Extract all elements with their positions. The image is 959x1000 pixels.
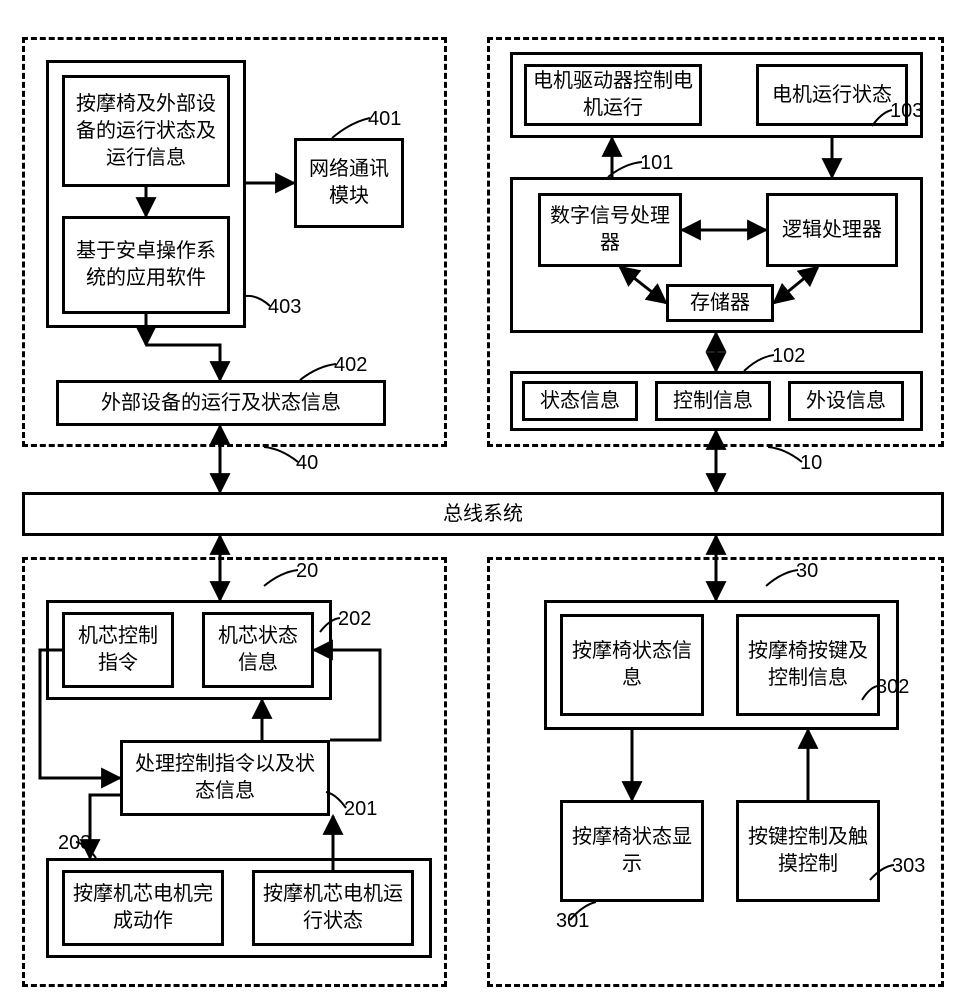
label-301: 301: [556, 910, 589, 933]
label-103: 103: [890, 100, 923, 123]
tl-status-info: 按摩椅及外部设备的运行状态及运行信息: [62, 75, 230, 187]
label-102: 102: [772, 345, 805, 368]
label-203: 203: [58, 832, 91, 855]
label-40: 40: [296, 452, 318, 475]
bus-system: 总线系统: [22, 492, 944, 536]
label-30: 30: [796, 560, 818, 583]
bl-core-cmd: 机芯控制指令: [62, 612, 174, 688]
tl-android-app: 基于安卓操作系统的应用软件: [62, 216, 230, 314]
label-201: 201: [344, 798, 377, 821]
br-chair-state: 按摩椅状态信息: [560, 614, 704, 716]
tr-mem: 存储器: [666, 284, 774, 322]
tr-motor-drv: 电机驱动器控制电机运行: [524, 64, 702, 126]
label-20: 20: [296, 560, 318, 583]
br-display: 按摩椅状态显示: [560, 800, 704, 902]
bl-motor-run: 按摩机芯电机运行状态: [252, 870, 414, 946]
label-402: 402: [334, 354, 367, 377]
label-202: 202: [338, 608, 371, 631]
label-303: 303: [892, 855, 925, 878]
bl-core-state: 机芯状态信息: [202, 612, 314, 688]
tr-ctrl-info: 控制信息: [655, 381, 771, 421]
tr-motor-state: 电机运行状态: [756, 64, 908, 126]
label-10: 10: [800, 452, 822, 475]
label-403: 403: [268, 296, 301, 319]
tr-state-info: 状态信息: [522, 381, 638, 421]
tl-net-module: 网络通讯模块: [294, 138, 404, 228]
br-chair-keys: 按摩椅按键及控制信息: [736, 614, 880, 716]
tr-periph-info: 外设信息: [788, 381, 904, 421]
tl-ext-status: 外部设备的运行及状态信息: [56, 380, 386, 426]
label-101: 101: [640, 152, 673, 175]
tr-dsp: 数字信号处理器: [538, 193, 682, 267]
label-302: 302: [876, 676, 909, 699]
bl-motor-do: 按摩机芯电机完成动作: [62, 870, 224, 946]
tr-logic: 逻辑处理器: [766, 193, 898, 267]
br-touch: 按键控制及触摸控制: [736, 800, 880, 902]
label-401: 401: [368, 108, 401, 131]
bl-process: 处理控制指令以及状态信息: [120, 740, 330, 816]
